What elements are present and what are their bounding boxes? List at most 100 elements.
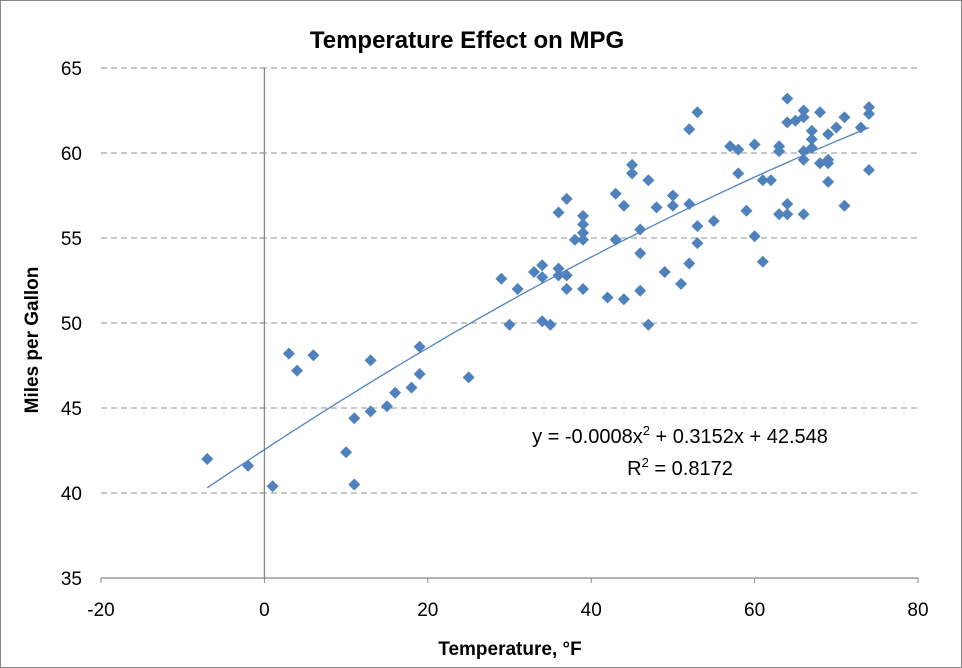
y-tick-label: 55 — [61, 229, 82, 250]
x-axis-label: Temperature, °F — [438, 639, 581, 660]
data-point — [552, 269, 565, 282]
data-point — [781, 92, 794, 105]
equation-exponent: 2 — [643, 423, 650, 438]
data-point — [413, 340, 426, 353]
data-point — [805, 133, 818, 146]
data-point — [577, 283, 590, 295]
data-point — [838, 111, 851, 124]
data-point — [781, 198, 794, 210]
x-tick-label: 20 — [417, 600, 438, 621]
data-points — [201, 92, 875, 493]
data-point — [560, 269, 573, 282]
data-point — [822, 128, 835, 141]
trendline — [206, 126, 870, 489]
data-point — [683, 257, 696, 270]
data-point — [650, 201, 663, 214]
data-point — [797, 153, 810, 166]
data-point — [340, 446, 353, 459]
y-tick-label: 65 — [61, 59, 82, 80]
data-point — [577, 209, 590, 222]
data-point — [691, 220, 704, 233]
trendline-equation: y = -0.0008x2 + 0.3152x + 42.548 — [532, 423, 828, 448]
data-point — [266, 480, 279, 493]
data-point — [634, 223, 647, 236]
data-point — [601, 291, 614, 304]
data-point — [756, 255, 769, 268]
y-tick-label: 40 — [61, 484, 82, 505]
data-point — [405, 381, 418, 394]
data-point — [862, 107, 875, 120]
data-point — [830, 121, 843, 134]
y-tick-label: 50 — [61, 314, 82, 335]
data-point — [642, 318, 655, 331]
data-point — [805, 124, 818, 137]
y-tick-label: 60 — [61, 144, 82, 165]
data-point — [544, 318, 557, 331]
data-point — [854, 121, 867, 134]
y-tick-label: 35 — [61, 569, 82, 590]
data-point — [773, 208, 786, 221]
data-point — [683, 123, 696, 136]
y-tick-label: 45 — [61, 399, 82, 420]
data-point — [609, 187, 622, 200]
data-point — [822, 175, 835, 188]
data-point — [552, 206, 565, 219]
data-point — [307, 349, 320, 362]
data-point — [577, 226, 590, 239]
data-point — [380, 400, 393, 413]
data-point — [577, 218, 590, 231]
data-point — [560, 192, 573, 205]
data-point — [732, 143, 745, 156]
r2-exponent: 2 — [642, 455, 649, 470]
data-point — [242, 459, 255, 472]
x-tick-label: 40 — [581, 600, 602, 621]
data-point — [536, 259, 549, 272]
axes — [100, 67, 919, 583]
data-point — [503, 318, 516, 331]
data-point — [732, 167, 745, 180]
data-point — [282, 347, 295, 360]
data-point — [805, 141, 818, 154]
data-point — [813, 106, 826, 119]
data-point — [364, 405, 377, 418]
data-point — [634, 247, 647, 260]
data-point — [756, 174, 769, 187]
x-tick-label: 80 — [907, 600, 928, 621]
data-point — [748, 138, 761, 151]
data-point — [528, 266, 541, 278]
tick-labels: 35 40 45 50 55 60 65 -20 0 20 40 60 80 — [61, 59, 929, 621]
data-point — [862, 101, 875, 114]
data-point — [675, 277, 688, 290]
data-point — [642, 174, 655, 187]
data-point — [617, 199, 630, 212]
data-point — [626, 158, 639, 171]
data-point — [577, 233, 590, 246]
data-point — [536, 271, 549, 284]
x-tick-label: 0 — [259, 600, 270, 621]
data-point — [781, 116, 794, 129]
r2-part: = 0.8172 — [649, 458, 733, 480]
data-point — [364, 354, 377, 367]
data-point — [822, 153, 835, 166]
data-point — [560, 283, 573, 295]
data-point — [348, 412, 361, 425]
data-point — [666, 189, 679, 202]
data-point — [634, 284, 647, 297]
data-point — [764, 174, 777, 187]
data-point — [609, 233, 622, 246]
data-point — [666, 199, 679, 212]
data-point — [838, 199, 851, 212]
data-point — [797, 111, 810, 124]
data-point — [617, 293, 630, 306]
data-point — [511, 283, 524, 295]
chart-title: Temperature Effect on MPG — [310, 27, 624, 54]
data-point — [291, 364, 304, 377]
data-point — [495, 272, 508, 285]
data-point — [201, 453, 214, 465]
data-point — [348, 478, 361, 491]
data-point — [707, 215, 720, 227]
r2-part: R — [627, 458, 641, 480]
x-tick-label: -20 — [87, 600, 114, 621]
r-squared: R2 = 0.8172 — [627, 455, 733, 480]
data-point — [797, 208, 810, 221]
